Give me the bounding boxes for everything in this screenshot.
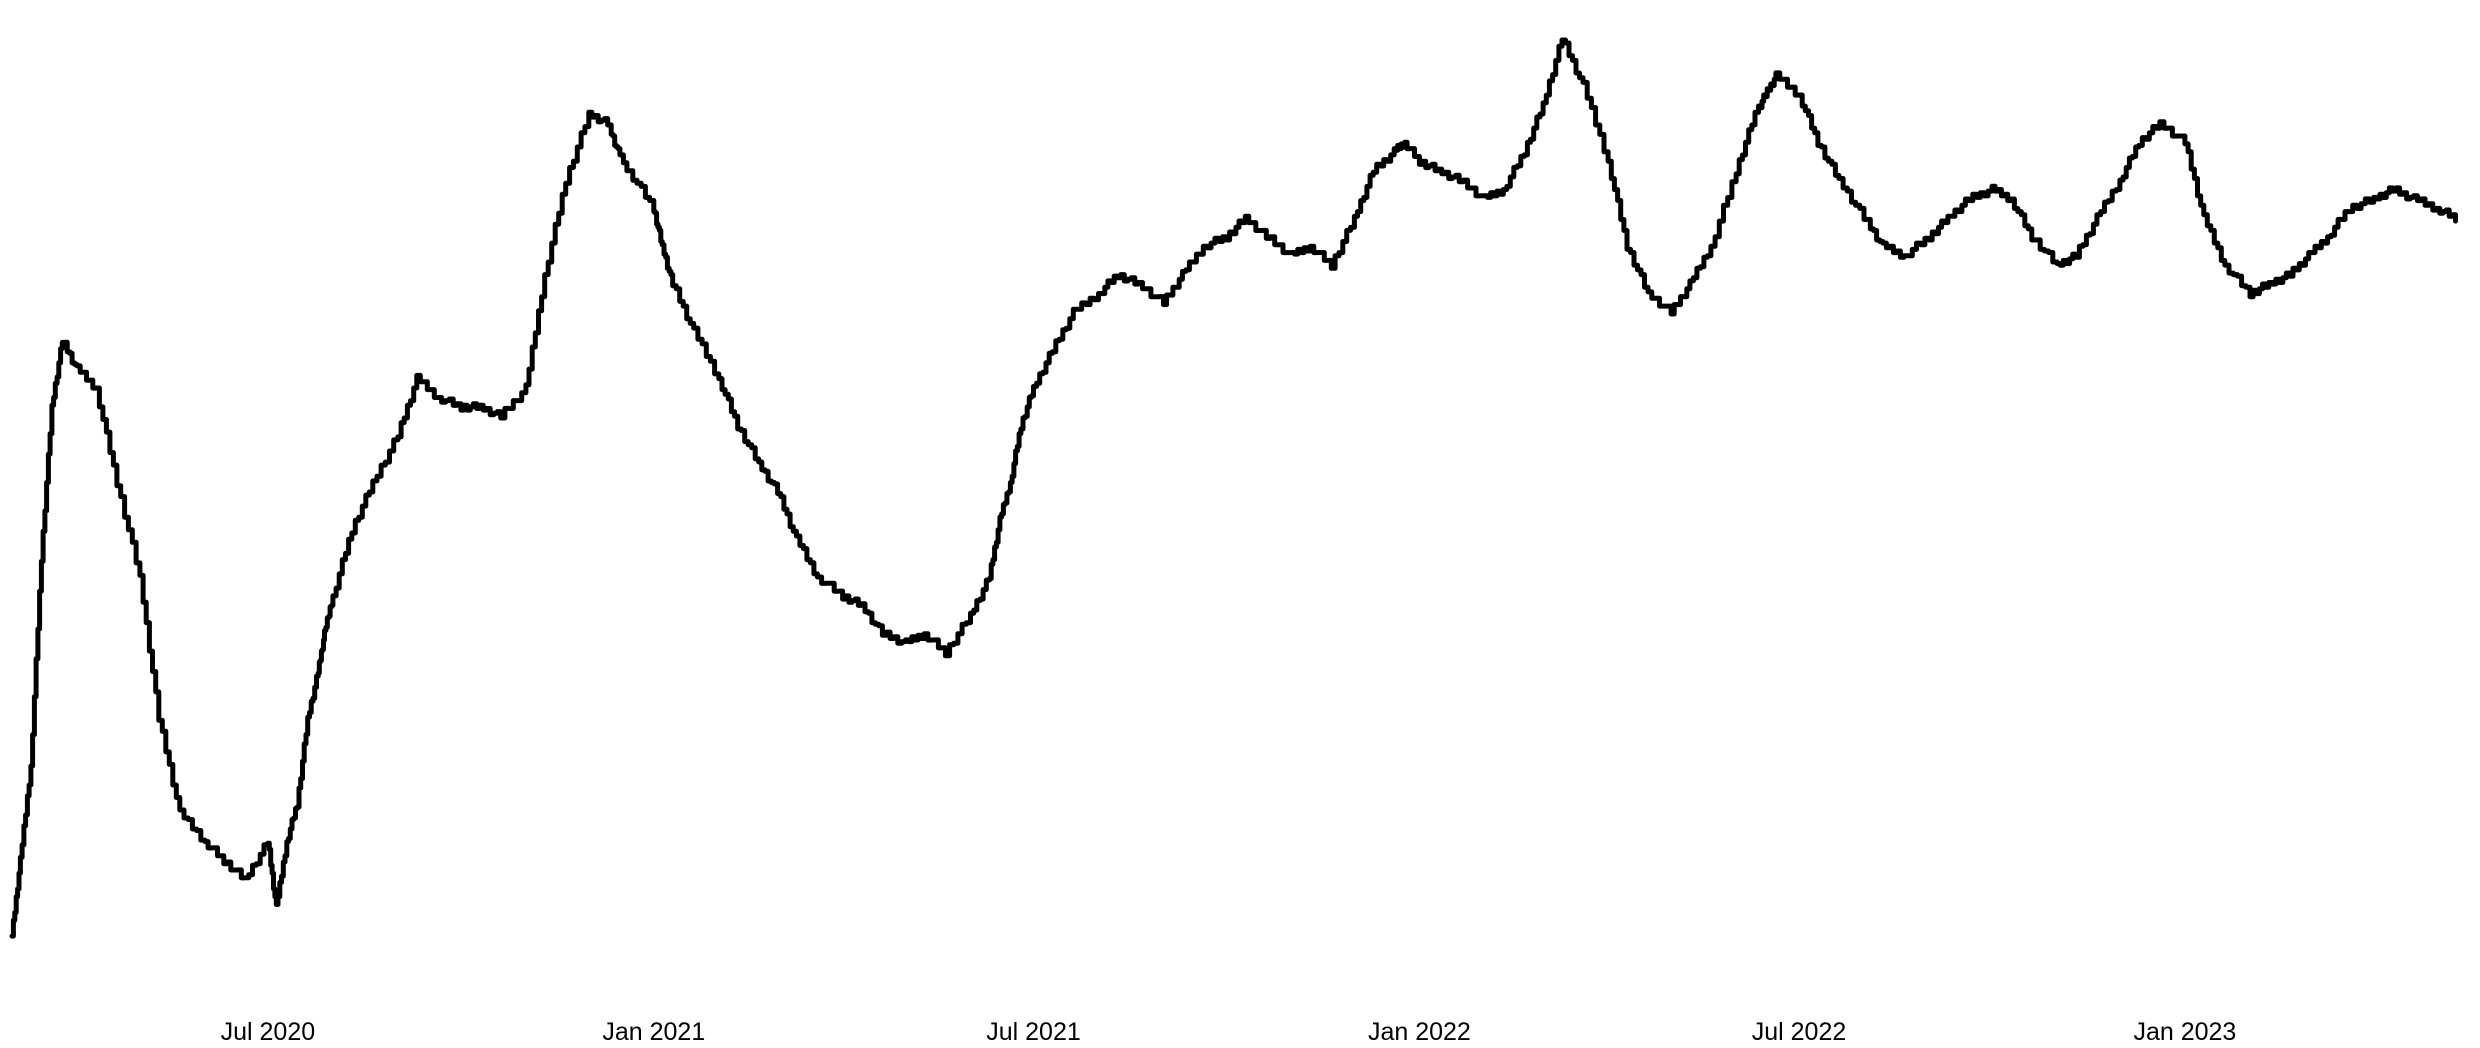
x-tick-label: Jan 2023 <box>2133 1018 2236 1046</box>
x-tick-label: Jan 2022 <box>1368 1018 1471 1046</box>
x-tick-label: Jul 2020 <box>221 1018 316 1046</box>
x-tick-label: Jul 2022 <box>1752 1018 1847 1046</box>
series-line-0 <box>9 37 2458 939</box>
x-tick-label: Jan 2021 <box>602 1018 705 1046</box>
series-layer <box>9 37 2458 939</box>
x-tick-label: Jul 2021 <box>986 1018 1081 1046</box>
x-axis-tick-labels: Jul 2020 Jan 2021 Jul 2021 Jan 2022 Jul 2022… <box>221 1018 2237 1046</box>
